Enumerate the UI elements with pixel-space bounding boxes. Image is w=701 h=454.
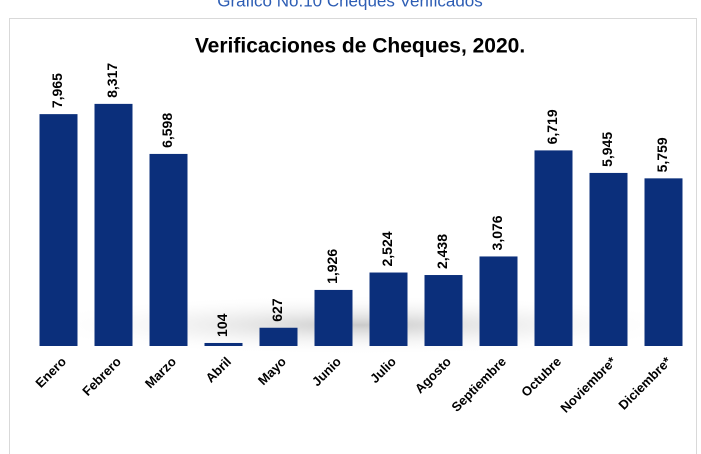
value-label: 6,719: [544, 109, 560, 144]
bar: [94, 103, 133, 346]
value-label: 3,076: [489, 215, 505, 250]
bar: [534, 150, 573, 346]
bar: [204, 342, 243, 346]
value-label: 627: [269, 298, 285, 322]
value-label: 2,524: [379, 231, 395, 266]
value-label: 104: [214, 313, 230, 337]
value-label: 7,965: [49, 73, 65, 108]
bar: [424, 275, 463, 346]
value-label: 1,926: [324, 249, 340, 284]
bar: [589, 172, 628, 346]
value-label: 6,598: [159, 113, 175, 148]
bar: [479, 256, 518, 346]
page-heading: Gráfico No.10 Cheques Verificados: [217, 0, 483, 10]
chart-title: Verificaciones de Cheques, 2020.: [195, 35, 525, 58]
bar: [644, 178, 683, 346]
floor-shadow: [20, 295, 700, 355]
value-label: 2,438: [434, 234, 450, 269]
bar: [39, 114, 78, 346]
bar: [369, 272, 408, 346]
value-label: 8,317: [104, 63, 120, 98]
bar: [314, 289, 353, 346]
value-label: 5,759: [654, 137, 670, 172]
bar: [259, 327, 298, 346]
value-label: 5,945: [599, 132, 615, 167]
bar: [149, 153, 188, 346]
